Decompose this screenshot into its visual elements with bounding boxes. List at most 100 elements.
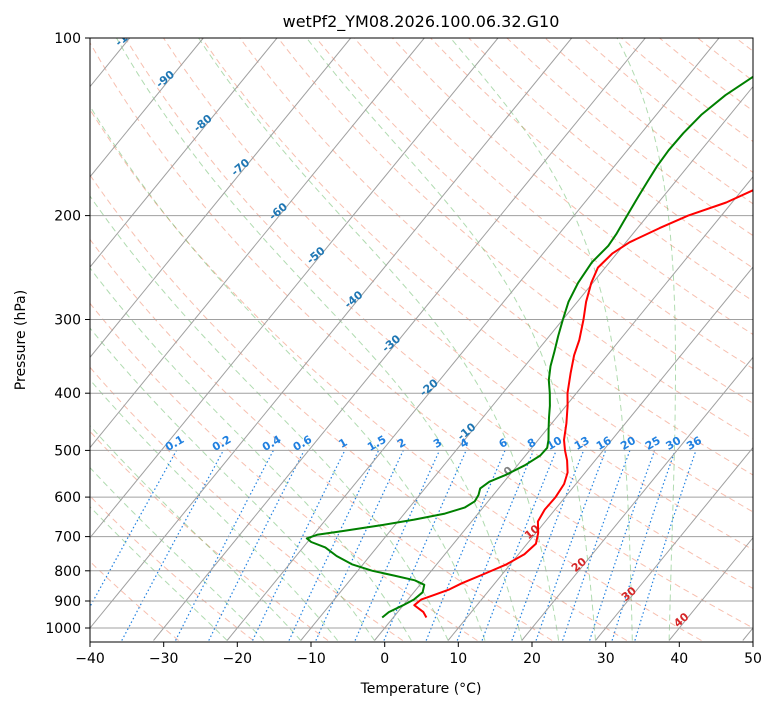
mixing-ratio-label: 1 bbox=[336, 436, 349, 451]
temperature-label: 40 bbox=[671, 610, 691, 630]
moist-adiabat-line bbox=[90, 327, 375, 641]
dry-adiabat-line bbox=[90, 495, 254, 641]
mixing-ratio-line bbox=[121, 450, 224, 641]
isotherm-line bbox=[521, 356, 753, 641]
moist-adiabat-line bbox=[90, 466, 265, 641]
mixing-ratio-line bbox=[511, 450, 585, 641]
isotherm-line bbox=[742, 627, 753, 641]
x-tick-label: −40 bbox=[75, 651, 105, 667]
dry-adiabat-line bbox=[315, 38, 753, 404]
mixing-ratio-line bbox=[456, 450, 535, 641]
mixing-ratio-label: 6 bbox=[497, 436, 510, 451]
x-tick-label: −10 bbox=[296, 651, 326, 667]
mixing-ratio-line bbox=[315, 450, 404, 641]
isotherm-line bbox=[374, 176, 753, 641]
dry-adiabat-line bbox=[90, 174, 628, 641]
x-tick-label: 50 bbox=[744, 651, 762, 667]
isotherm-label: -40 bbox=[342, 288, 366, 311]
dry-adiabat-line bbox=[582, 38, 753, 174]
x-tick-label: 40 bbox=[670, 651, 688, 667]
mixing-ratio-line bbox=[288, 450, 380, 641]
y-tick-label: 400 bbox=[54, 386, 81, 402]
plot-frame bbox=[89, 37, 754, 643]
pressure-gridlines bbox=[90, 38, 753, 629]
isotherm-line bbox=[90, 38, 278, 268]
dry-adiabat-line bbox=[468, 38, 753, 269]
dry-adiabat-line bbox=[90, 108, 702, 641]
isotherm-line bbox=[300, 85, 753, 641]
moist-adiabat-line bbox=[306, 38, 596, 641]
mixing-ratio-label: 3 bbox=[431, 436, 444, 451]
moist-adiabat-line bbox=[450, 38, 633, 641]
mixing-ratio-line bbox=[589, 450, 656, 641]
y-tick-label: 600 bbox=[54, 490, 81, 506]
mixing-ratio-line bbox=[252, 450, 346, 641]
mixing-ratio-line bbox=[481, 450, 557, 641]
x-tick-label: 0 bbox=[380, 651, 389, 667]
y-axis: 100 200 300 400 500 600 700 800 900 1000 bbox=[45, 31, 90, 637]
temperature-line bbox=[413, 189, 753, 618]
y-tick-label: 900 bbox=[54, 594, 81, 610]
mixing-ratio-label: 2 bbox=[395, 436, 408, 451]
y-tick-label: 1000 bbox=[45, 621, 81, 637]
isotherm-label: -80 bbox=[191, 112, 215, 135]
moist-adiabats bbox=[90, 38, 676, 641]
dry-adiabat-line bbox=[659, 38, 753, 112]
moist-adiabat-line bbox=[90, 506, 228, 641]
sounding-series bbox=[305, 75, 753, 619]
dry-adiabat-line bbox=[90, 41, 753, 629]
x-tick-label: 20 bbox=[523, 651, 541, 667]
moist-adiabat-line bbox=[90, 105, 486, 641]
chart-title: wetPf2_YM08.2026.100.06.32.G10 bbox=[283, 12, 560, 32]
y-tick-label: 300 bbox=[54, 313, 81, 329]
mixing-ratio-line bbox=[354, 450, 441, 641]
isotherm-line bbox=[668, 536, 753, 641]
isotherm-label: -90 bbox=[153, 68, 177, 91]
mixing-ratio-lines bbox=[90, 450, 697, 641]
x-tick-label: −20 bbox=[223, 651, 253, 667]
x-tick-label: 30 bbox=[597, 651, 615, 667]
y-tick-label: 800 bbox=[54, 564, 81, 580]
x-axis-title: Temperature (°C) bbox=[360, 681, 482, 697]
dry-adiabat-line bbox=[90, 560, 179, 641]
isotherm-line bbox=[595, 446, 753, 641]
isotherms bbox=[90, 38, 753, 641]
dry-adiabat-line bbox=[621, 38, 753, 143]
dry-adiabat-line bbox=[353, 38, 753, 370]
isotherm-line bbox=[90, 38, 499, 539]
isotherm-line bbox=[90, 38, 204, 178]
dry-adiabat-line bbox=[124, 38, 753, 590]
temperature-label: 10 bbox=[522, 522, 542, 542]
isotherm-line bbox=[90, 38, 573, 629]
isotherm-label: -100 bbox=[113, 21, 143, 49]
dry-adiabat-line bbox=[90, 238, 553, 641]
isotherm-line bbox=[90, 38, 425, 449]
isotherm-line bbox=[447, 266, 753, 641]
dry-adiabat-line bbox=[735, 38, 753, 52]
moist-adiabat-line bbox=[616, 38, 676, 641]
dry-adiabat-line bbox=[201, 38, 753, 513]
y-axis-title: Pressure (hPa) bbox=[13, 290, 29, 390]
isotherm-line bbox=[226, 38, 720, 641]
mixing-ratio-line bbox=[562, 450, 631, 641]
y-tick-label: 100 bbox=[54, 31, 81, 47]
y-tick-label: 700 bbox=[54, 530, 81, 546]
moist-adiabat-line bbox=[90, 195, 449, 641]
x-tick-label: 10 bbox=[449, 651, 467, 667]
mixing-ratio-label: 8 bbox=[525, 436, 538, 451]
dry-adiabat-line bbox=[239, 38, 753, 476]
isotherm-label: -30 bbox=[380, 332, 404, 355]
dry-adiabat-line bbox=[392, 38, 753, 335]
dry-adiabat-line bbox=[90, 302, 478, 641]
moist-adiabat-line bbox=[198, 38, 560, 641]
isotherm-line bbox=[153, 38, 646, 641]
moist-adiabat-line bbox=[116, 38, 523, 641]
isotherm-label: -70 bbox=[229, 156, 253, 179]
mixing-ratio-line bbox=[535, 450, 607, 641]
dry-adiabat-line bbox=[430, 38, 753, 302]
mixing-ratio-line bbox=[611, 450, 676, 641]
mixing-ratio-line bbox=[634, 450, 697, 641]
y-tick-label: 500 bbox=[54, 443, 81, 459]
y-tick-label: 200 bbox=[54, 209, 81, 225]
isotherm-line bbox=[90, 38, 352, 359]
